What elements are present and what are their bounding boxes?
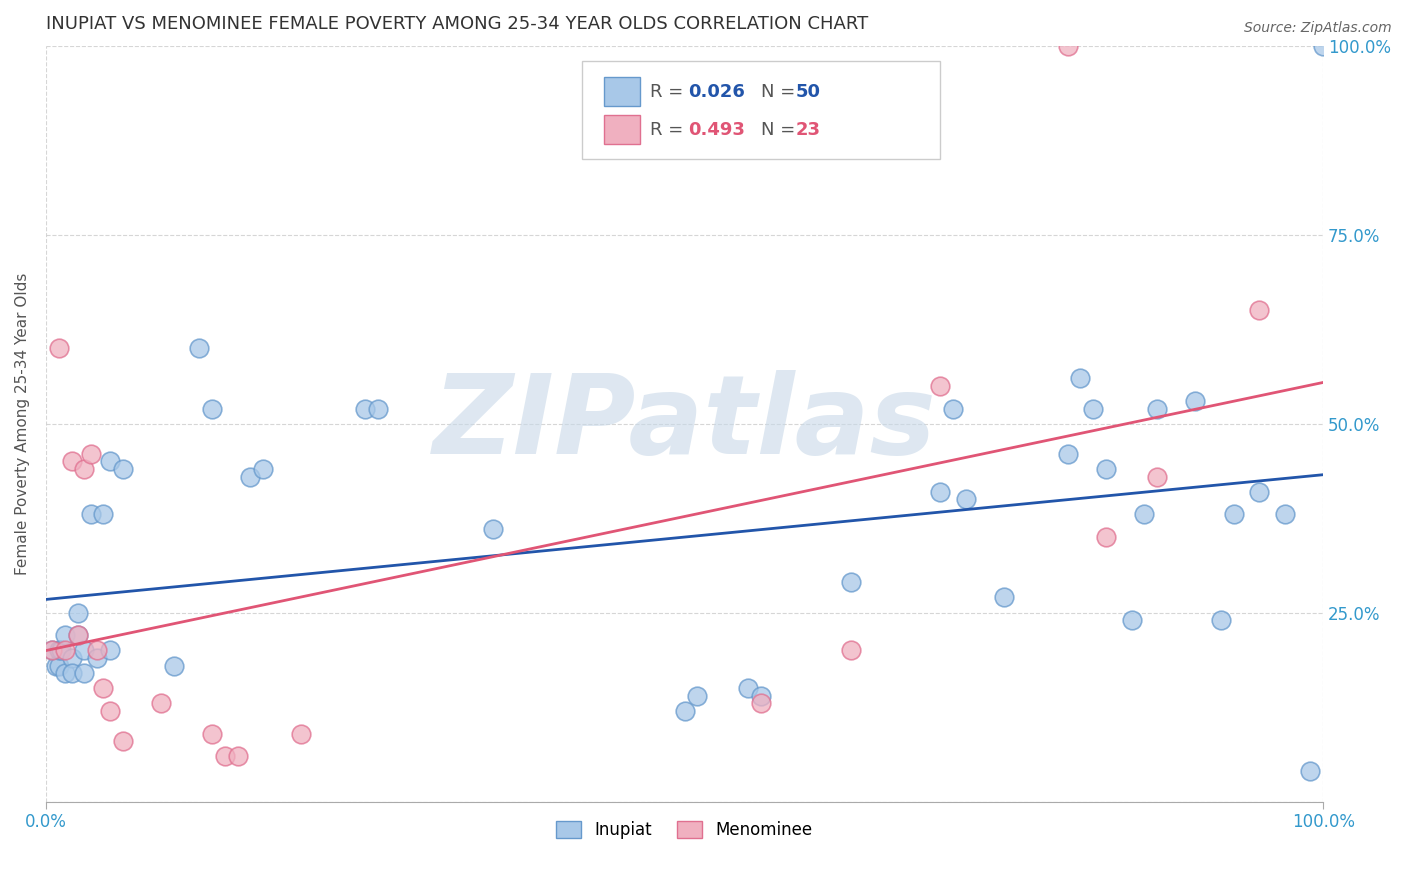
Text: 23: 23 [796, 121, 821, 139]
Point [93, 681, 115, 696]
Text: R =: R = [650, 83, 689, 101]
Point [66, 606, 89, 620]
Text: 0.026: 0.026 [689, 83, 745, 101]
Point [686, 689, 709, 703]
Point [252, 462, 274, 476]
Point [354, 401, 377, 416]
Point [1095, 530, 1118, 544]
Point [201, 726, 224, 740]
Point [239, 469, 262, 483]
Point [1133, 508, 1156, 522]
Point [41, 643, 63, 657]
Point [149, 696, 172, 710]
Point [48, 643, 70, 657]
Text: Source: ZipAtlas.com: Source: ZipAtlas.com [1244, 21, 1392, 35]
Text: N =: N = [761, 121, 801, 139]
Point [111, 462, 134, 476]
Point [111, 734, 134, 748]
Point [66, 628, 89, 642]
Point [1095, 462, 1118, 476]
Point [73, 462, 96, 476]
Point [60, 651, 83, 665]
Point [98, 643, 121, 657]
Text: INUPIAT VS MENOMINEE FEMALE POVERTY AMONG 25-34 YEAR OLDS CORRELATION CHART: INUPIAT VS MENOMINEE FEMALE POVERTY AMON… [46, 15, 869, 33]
Point [53, 643, 76, 657]
Point [1274, 508, 1296, 522]
Point [367, 401, 389, 416]
Point [79, 447, 101, 461]
Text: 50: 50 [796, 83, 821, 101]
Point [53, 628, 76, 642]
Point [45, 658, 67, 673]
Point [188, 341, 211, 355]
Text: ZIPatlas: ZIPatlas [433, 370, 936, 477]
Point [1121, 613, 1143, 627]
Point [73, 643, 96, 657]
Point [1249, 303, 1271, 318]
Point [93, 508, 115, 522]
Point [839, 575, 862, 590]
Point [60, 666, 83, 681]
Point [51, 643, 73, 657]
Point [993, 591, 1015, 605]
Point [290, 726, 312, 740]
Point [1249, 484, 1271, 499]
Point [1146, 469, 1168, 483]
Y-axis label: Female Poverty Among 25-34 Year Olds: Female Poverty Among 25-34 Year Olds [15, 272, 30, 574]
Point [1312, 38, 1334, 53]
Point [929, 379, 952, 393]
Point [673, 704, 696, 718]
Point [201, 401, 224, 416]
Point [737, 681, 759, 696]
Point [86, 643, 108, 657]
Point [48, 658, 70, 673]
Point [98, 704, 121, 718]
Point [1069, 371, 1091, 385]
Point [73, 666, 96, 681]
Text: 0.493: 0.493 [689, 121, 745, 139]
Point [86, 651, 108, 665]
Point [1222, 508, 1244, 522]
Point [79, 508, 101, 522]
Point [1209, 613, 1232, 627]
Point [749, 689, 772, 703]
Point [163, 658, 186, 673]
Point [1083, 401, 1105, 416]
Point [482, 523, 505, 537]
Point [60, 454, 83, 468]
Point [53, 666, 76, 681]
Point [214, 749, 236, 764]
FancyBboxPatch shape [605, 115, 640, 144]
Point [1056, 38, 1078, 53]
Point [839, 643, 862, 657]
Point [98, 454, 121, 468]
Point [929, 484, 952, 499]
Point [955, 492, 977, 507]
FancyBboxPatch shape [582, 61, 941, 159]
Point [66, 628, 89, 642]
Point [942, 401, 965, 416]
Text: R =: R = [650, 121, 689, 139]
Point [1146, 401, 1168, 416]
Point [226, 749, 249, 764]
Point [1056, 447, 1078, 461]
Text: N =: N = [761, 83, 801, 101]
Point [1184, 393, 1206, 408]
Point [41, 643, 63, 657]
Point [48, 341, 70, 355]
Point [749, 696, 772, 710]
Point [1299, 764, 1322, 779]
FancyBboxPatch shape [605, 78, 640, 106]
Legend: Inupiat, Menominee: Inupiat, Menominee [550, 814, 820, 847]
